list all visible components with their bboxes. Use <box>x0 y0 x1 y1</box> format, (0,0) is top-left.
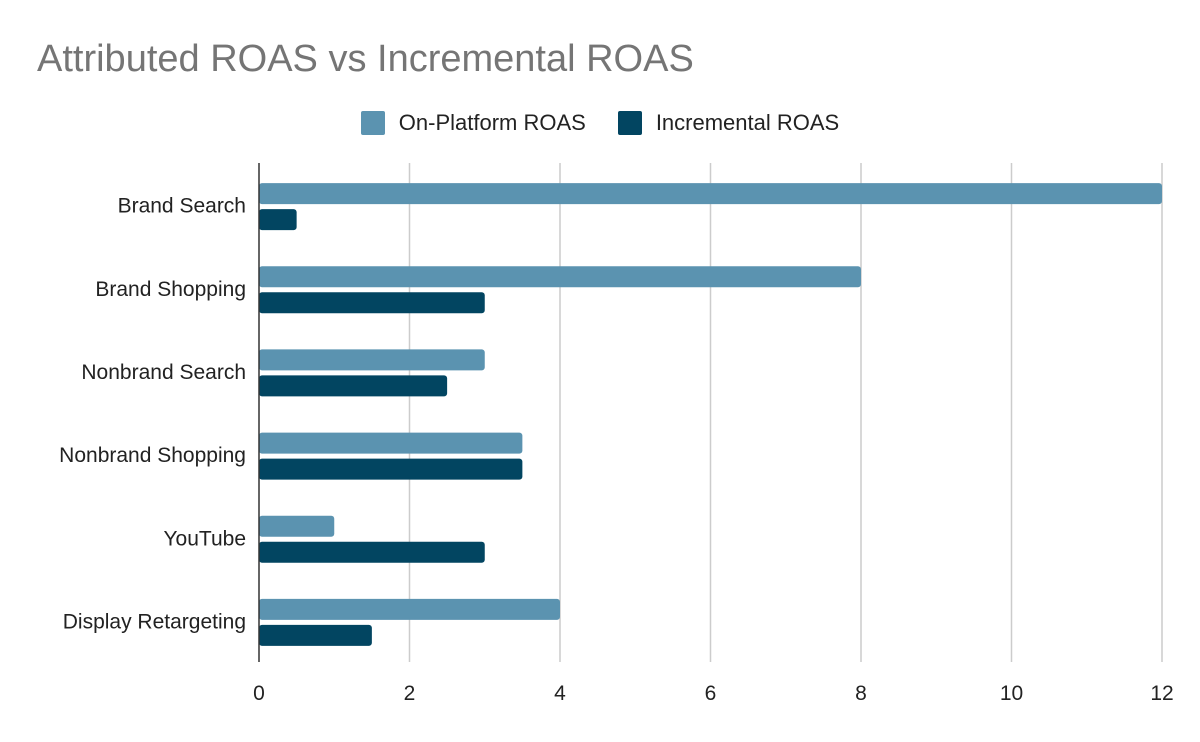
category-label: Brand Search <box>118 195 246 218</box>
bar-on-platform <box>259 598 560 620</box>
x-tick-label: 8 <box>855 682 867 705</box>
legend-item-on-platform: On-Platform ROAS <box>360 110 586 136</box>
x-tick-label: 12 <box>1150 682 1173 705</box>
chart-title: Attributed ROAS vs Incremental ROAS <box>37 38 694 80</box>
bar-on-platform <box>259 266 861 288</box>
legend-swatch-on-platform <box>360 111 385 135</box>
x-tick-label: 10 <box>1000 682 1023 705</box>
bar-incremental <box>259 292 485 314</box>
legend-item-incremental: Incremental ROAS <box>617 110 840 136</box>
bar-incremental <box>259 209 297 231</box>
bar-incremental <box>259 624 372 646</box>
bar-on-platform <box>259 515 335 537</box>
bar-on-platform <box>259 183 1162 205</box>
bar-incremental <box>259 541 485 563</box>
category-label: Nonbrand Shopping <box>59 444 246 467</box>
category-label: Display Retargeting <box>63 610 246 633</box>
bar-incremental <box>259 458 523 480</box>
bar-on-platform <box>259 432 523 454</box>
bar-incremental <box>259 375 448 397</box>
bar-on-platform <box>259 349 485 371</box>
category-label: Nonbrand Search <box>81 361 246 384</box>
legend-label-incremental: Incremental ROAS <box>655 110 840 135</box>
category-label: Brand Shopping <box>95 278 246 301</box>
x-tick-label: 4 <box>554 682 566 705</box>
legend-label-on-platform: On-Platform ROAS <box>398 110 586 135</box>
x-tick-label: 0 <box>253 682 265 705</box>
category-label: YouTube <box>163 527 246 550</box>
legend-swatch-incremental <box>617 111 642 135</box>
x-tick-label: 6 <box>705 682 717 705</box>
x-tick-label: 2 <box>404 682 416 705</box>
legend: On-Platform ROAS Incremental ROAS <box>0 110 1200 136</box>
